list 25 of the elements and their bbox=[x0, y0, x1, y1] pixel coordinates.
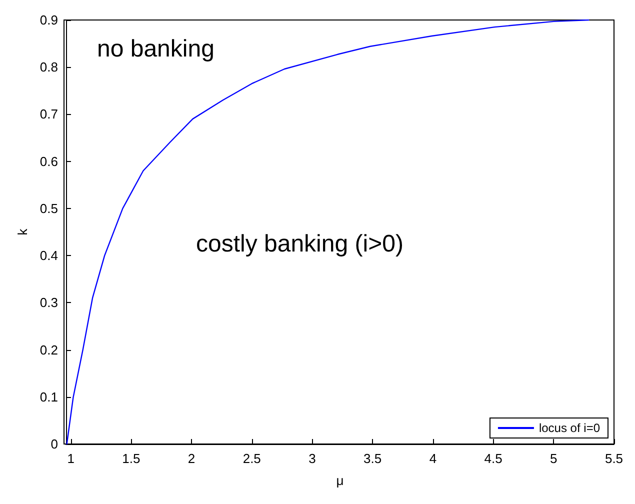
y-tick-label: 0.5 bbox=[40, 200, 58, 216]
y-tick-label: 0.7 bbox=[40, 106, 58, 122]
annotation: no banking bbox=[97, 35, 214, 62]
x-tick-label: 2.5 bbox=[242, 451, 261, 466]
y-tick-label: 0.1 bbox=[40, 389, 58, 404]
y-axis-title: k bbox=[15, 228, 30, 236]
x-tick-label: 5.5 bbox=[604, 451, 624, 466]
x-tick-label: 1 bbox=[67, 451, 74, 466]
x-tick-label: 3 bbox=[308, 451, 316, 466]
x-tick-label: 2 bbox=[188, 451, 196, 466]
x-tick-label: 1.5 bbox=[122, 451, 140, 466]
annotation: costly banking (i>0) bbox=[196, 230, 404, 258]
y-tick-label: 0.6 bbox=[40, 154, 58, 169]
x-tick-label: 4.5 bbox=[484, 451, 502, 466]
y-tick-label: 0 bbox=[50, 436, 58, 452]
y-tick-label: 0.9 bbox=[40, 12, 58, 28]
y-tick-label: 0.3 bbox=[40, 295, 58, 310]
legend-label: locus of i=0 bbox=[538, 421, 600, 435]
x-axis-title: μ bbox=[336, 473, 344, 488]
y-tick-label: 0.8 bbox=[40, 60, 58, 75]
y-tick-label: 0.2 bbox=[40, 342, 58, 358]
x-tick-label: 3.5 bbox=[364, 451, 382, 466]
y-tick-label: 0.4 bbox=[40, 248, 58, 264]
x-tick-label: 5 bbox=[550, 451, 558, 466]
x-tick-label: 4 bbox=[429, 451, 437, 466]
